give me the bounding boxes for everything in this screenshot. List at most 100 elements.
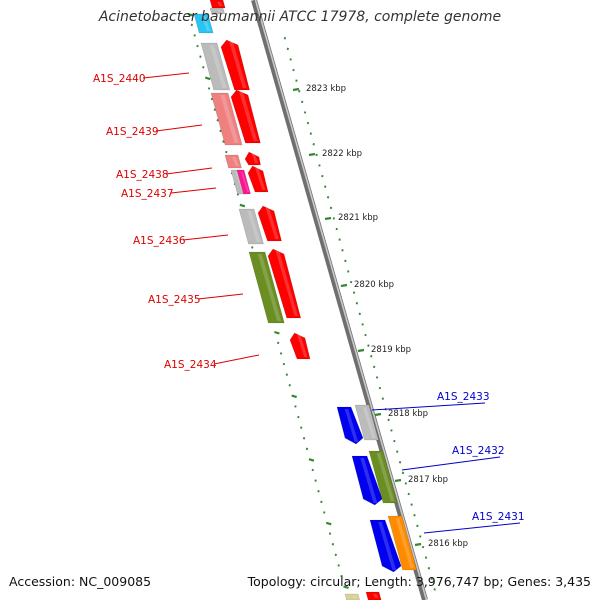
feature-block-a1s-2433 bbox=[354, 404, 379, 441]
leader-line-a1s-2431 bbox=[423, 522, 521, 534]
other-feature-block-shading bbox=[352, 596, 358, 598]
leader-line-a1s-2435 bbox=[197, 293, 244, 300]
right-tick-mark bbox=[332, 217, 336, 220]
gene-arrow-a1s-2431 bbox=[369, 519, 402, 573]
gene-label-a1s-2434[interactable]: A1S_2434 bbox=[164, 359, 217, 371]
right-tick-mark bbox=[381, 397, 384, 400]
left-tick-mark bbox=[297, 415, 300, 419]
gene-arrow-a1s-2432-shading bbox=[360, 458, 378, 503]
kbp-label: 2818 kbp bbox=[388, 409, 428, 419]
left-tick-mark bbox=[311, 468, 314, 472]
right-tick-mark bbox=[301, 100, 304, 104]
kbp-major-tick bbox=[374, 412, 382, 417]
left-tick-mark bbox=[216, 119, 219, 122]
feature-block-a1s-2439-shading bbox=[220, 95, 239, 143]
right-tick-mark bbox=[393, 439, 396, 443]
kbp-major-tick bbox=[414, 542, 422, 547]
right-tick-mark bbox=[396, 450, 399, 453]
gene-arrow-a1s-2440 bbox=[220, 39, 250, 91]
right-tick-mark bbox=[347, 270, 350, 273]
feature-block-a1s-2435-shading bbox=[257, 254, 282, 321]
left-tick-mark bbox=[199, 55, 202, 58]
left-tick-mark bbox=[190, 23, 193, 27]
kbp-label: 2819 kbp bbox=[371, 345, 411, 355]
right-tick-mark bbox=[364, 333, 367, 337]
right-tick-mark bbox=[303, 111, 307, 114]
left-tick-mark bbox=[274, 330, 280, 335]
right-tick-mark bbox=[413, 514, 416, 517]
other-feature-block bbox=[209, 7, 226, 15]
leader-line-a1s-2432 bbox=[401, 456, 501, 471]
other-feature-block bbox=[344, 593, 360, 600]
right-tick-mark bbox=[344, 259, 347, 263]
left-tick-mark bbox=[302, 437, 306, 440]
left-tick-mark bbox=[282, 362, 286, 366]
leader-line-a1s-2437 bbox=[170, 187, 217, 194]
feature-block-a1s-2435 bbox=[248, 251, 285, 324]
left-tick-mark bbox=[236, 193, 240, 196]
gene-arrow-a1s-2439-shading bbox=[239, 92, 258, 141]
right-tick-mark bbox=[416, 524, 419, 528]
left-tick-mark bbox=[251, 246, 254, 249]
right-tick-mark bbox=[309, 132, 312, 135]
other-feature-block-shading bbox=[201, 16, 211, 31]
gene-label-a1s-2440[interactable]: A1S_2440 bbox=[93, 73, 146, 85]
left-tick-mark bbox=[219, 129, 222, 133]
right-tick-mark bbox=[430, 577, 433, 581]
left-tick-mark bbox=[320, 500, 323, 504]
right-tick-mark bbox=[410, 503, 413, 506]
gene-arrow-a1s-2435-shading bbox=[275, 251, 298, 316]
feature-block-a1s-2440-shading bbox=[209, 45, 227, 88]
left-tick-mark bbox=[288, 384, 291, 387]
right-tick-mark bbox=[289, 58, 292, 61]
gene-label-a1s-2435[interactable]: A1S_2435 bbox=[148, 294, 201, 306]
gene-label-a1s-2436[interactable]: A1S_2436 bbox=[133, 235, 186, 247]
leader-line-a1s-2439 bbox=[155, 124, 203, 132]
feature-block-a1s-2432-shading bbox=[376, 453, 395, 501]
feature-block-a1s-2440 bbox=[200, 42, 231, 91]
right-tick-mark bbox=[318, 164, 321, 167]
gene-arrow-a1s-2435 bbox=[267, 248, 302, 319]
gene-label-a1s-2431[interactable]: A1S_2431 bbox=[472, 511, 525, 523]
forward-gene-arrow bbox=[365, 591, 382, 600]
left-tick-mark bbox=[285, 373, 288, 376]
right-tick-mark bbox=[326, 196, 330, 199]
left-tick-mark bbox=[213, 108, 216, 111]
left-tick-mark bbox=[308, 458, 315, 462]
feature-block-a1s-2436 bbox=[238, 208, 264, 245]
feature-block-a1s-2439 bbox=[210, 92, 243, 146]
other-feature-block bbox=[193, 13, 214, 34]
gene-label-a1s-2432[interactable]: A1S_2432 bbox=[452, 445, 505, 457]
feature-block-a1s-2438-shading bbox=[232, 157, 239, 166]
backbone-layer bbox=[251, 0, 428, 600]
feature-block-a1s-2437-shading bbox=[240, 172, 250, 192]
map-title: Acinetobacter baumannii ATCC 17978, comp… bbox=[98, 9, 502, 25]
leader-line-a1s-2434 bbox=[213, 354, 260, 365]
right-tick-mark bbox=[306, 121, 310, 125]
right-tick-mark bbox=[421, 545, 425, 549]
right-tick-mark bbox=[352, 291, 356, 294]
gene-arrow-a1s-2433-shading bbox=[344, 409, 359, 442]
left-tick-mark bbox=[202, 66, 205, 69]
kbp-label: 2820 kbp bbox=[354, 280, 394, 290]
leader-line-a1s-2433 bbox=[371, 402, 486, 411]
right-tick-mark bbox=[419, 535, 422, 538]
forward-gene-arrow-shading bbox=[373, 594, 379, 598]
left-tick-mark bbox=[294, 405, 297, 408]
right-tick-mark bbox=[321, 174, 324, 178]
kbp-major-tick bbox=[394, 478, 402, 483]
right-tick-mark bbox=[433, 588, 436, 591]
left-tick-mark bbox=[340, 574, 343, 578]
gene-label-a1s-2433[interactable]: A1S_2433 bbox=[437, 391, 490, 403]
left-tick-mark bbox=[325, 521, 332, 526]
forward-gene-arrow-shading bbox=[217, 2, 223, 6]
kbp-major-tick bbox=[340, 283, 348, 288]
kbp-major-tick bbox=[308, 152, 316, 157]
gene-label-a1s-2438[interactable]: A1S_2438 bbox=[116, 169, 169, 181]
right-tick-mark bbox=[312, 143, 315, 146]
left-tick-mark bbox=[187, 12, 194, 17]
gene-label-a1s-2439[interactable]: A1S_2439 bbox=[106, 126, 159, 138]
left-tick-mark bbox=[323, 511, 326, 514]
gene-label-a1s-2437[interactable]: A1S_2437 bbox=[121, 188, 174, 200]
left-tick-mark bbox=[277, 341, 280, 345]
